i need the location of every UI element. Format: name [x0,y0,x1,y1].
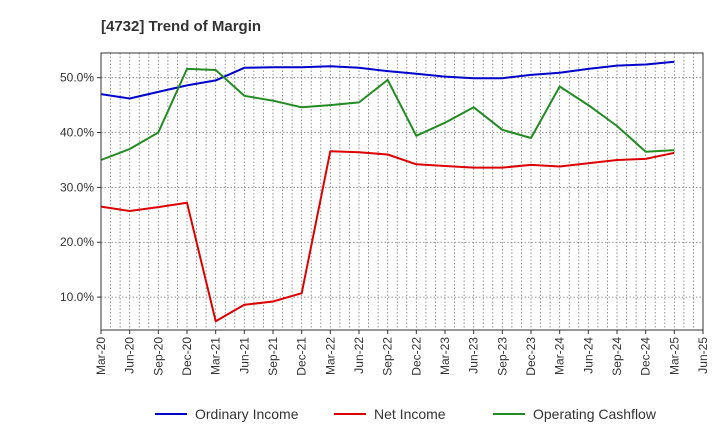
legend-label: Ordinary Income [195,406,299,422]
x-tick-label: Dec-23 [524,337,538,376]
x-tick-label: Jun-21 [237,337,251,374]
x-tick-label: Mar-23 [438,337,452,375]
plot-frame [100,52,704,331]
x-tick-label: Dec-20 [180,337,194,376]
series-line-net-income [100,150,675,323]
x-axis-ticks: Mar-20 Jun-20 Sep-20 Dec-20 Mar-21 Jun-21 Sep-… [94,330,710,376]
x-tick-label: Jun-22 [352,337,366,374]
y-tick-label: 50.0% [60,71,94,85]
x-tick-label: Sep-22 [381,337,395,376]
legend: Ordinary Income Net Income Operating Cashf… [155,406,657,422]
x-tick-label: Mar-21 [209,337,223,375]
y-axis-ticks: 10.0% 20.0% 30.0% 40.0% 50.0% [60,71,101,304]
x-tick-label: Jun-24 [581,337,595,374]
series-line-operating-cashflow [100,67,675,161]
y-tick-label: 20.0% [60,235,94,249]
y-tick-label: 30.0% [60,180,94,194]
y-tick-label: 40.0% [60,126,94,140]
grid-lines [101,53,703,330]
x-tick-label: Sep-21 [266,337,280,376]
x-tick-label: Jun-23 [467,337,481,374]
x-tick-label: Dec-24 [639,337,653,376]
x-tick-label: Mar-20 [94,337,108,375]
series-lines [100,60,675,323]
x-tick-label: Sep-24 [610,337,624,376]
x-tick-label: Jun-25 [696,337,710,374]
x-tick-label: Jun-20 [123,337,137,374]
series-line-ordinary-income [100,60,675,100]
legend-label: Net Income [374,406,446,422]
x-tick-label: Mar-25 [667,337,681,375]
legend-label: Operating Cashflow [533,406,657,422]
x-tick-label: Dec-22 [409,337,423,376]
y-tick-label: 10.0% [60,290,94,304]
x-tick-label: Sep-23 [495,337,509,376]
x-tick-label: Sep-20 [151,337,165,376]
chart-title: [4732] Trend of Margin [101,18,261,35]
x-tick-label: Dec-21 [295,337,309,376]
x-tick-label: Mar-24 [553,337,567,375]
x-tick-label: Mar-22 [323,337,337,375]
